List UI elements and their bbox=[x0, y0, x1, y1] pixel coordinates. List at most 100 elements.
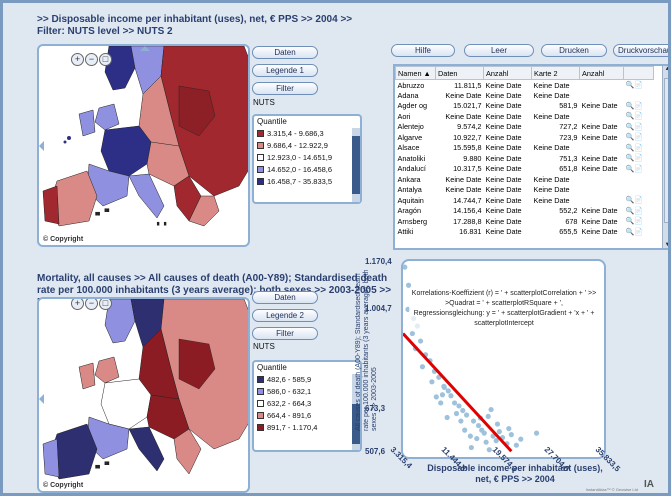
scatter-point[interactable] bbox=[486, 447, 492, 453]
legend-item[interactable]: 3.315,4 - 9.686,3 bbox=[254, 127, 360, 139]
scatter-point[interactable] bbox=[485, 413, 491, 419]
zoom-extent-icon[interactable]: □ bbox=[99, 299, 112, 310]
row-action-icons[interactable]: 🔍📄 bbox=[625, 218, 643, 226]
scatter-point[interactable] bbox=[533, 430, 540, 436]
legend-item[interactable]: 16.458,7 - 35.833,5 bbox=[254, 175, 360, 187]
table-row[interactable]: Antalya Keine Date Keine Date Keine Date bbox=[396, 185, 654, 196]
scatter-point[interactable] bbox=[441, 384, 447, 391]
legend-item[interactable]: 586,0 - 632,1 bbox=[254, 385, 360, 397]
scatter-point[interactable] bbox=[494, 421, 501, 427]
zoom-out-icon[interactable]: − bbox=[85, 299, 98, 310]
zoom-in-icon[interactable]: + bbox=[71, 299, 84, 310]
legend-item[interactable]: 664,4 - 891,6 bbox=[254, 409, 360, 421]
scatter-point[interactable] bbox=[483, 439, 489, 445]
scatter-point[interactable] bbox=[513, 442, 519, 448]
scatter-point[interactable] bbox=[458, 418, 464, 424]
scatter-point[interactable] bbox=[468, 444, 474, 451]
print-preview-button[interactable]: Druckvorschau bbox=[613, 44, 668, 57]
scatter-point[interactable] bbox=[488, 406, 494, 413]
scatter-point[interactable] bbox=[451, 400, 458, 406]
table-row[interactable]: Arnsberg 17.288,8 Keine Date 678 Keine Date 🔍… bbox=[396, 216, 654, 227]
table-row[interactable]: Aragón 14.156,4 Keine Date 552,2 Keine Date 🔍… bbox=[396, 206, 654, 217]
data-button-1[interactable]: Daten bbox=[252, 46, 318, 59]
row-action-icons[interactable]: 🔍📄 bbox=[625, 144, 643, 152]
scroll-down-icon[interactable]: ▼ bbox=[664, 242, 671, 248]
scroll-up-icon[interactable]: ▲ bbox=[664, 66, 671, 72]
row-action-icons[interactable]: 🔍📄 bbox=[625, 165, 643, 173]
row-action-icons[interactable]: 🔍📄 bbox=[625, 113, 643, 121]
row-action-icons[interactable]: 🔍📄 bbox=[625, 155, 643, 163]
column-header-names[interactable]: Namen ▲ bbox=[395, 66, 436, 80]
map-panel-2[interactable]: ▗▖▝▘ + − □ © Copyright bbox=[37, 297, 250, 493]
empty-button[interactable]: Leer bbox=[464, 44, 534, 57]
legend-item[interactable]: 12.923,0 - 14.651,9 bbox=[254, 151, 360, 163]
column-header-count2[interactable]: Anzahl bbox=[579, 66, 624, 80]
table-row[interactable]: Andalucí 10.317,5 Keine Date 651,8 Keine Dat… bbox=[396, 164, 654, 175]
row-action-icons[interactable]: 🔍📄 bbox=[625, 197, 643, 205]
scatter-point[interactable] bbox=[518, 436, 524, 442]
column-header-data[interactable]: Daten bbox=[435, 66, 484, 80]
column-header-count[interactable]: Anzahl bbox=[483, 66, 532, 80]
europe-map-1[interactable]: ▗▖▝▘ ▖▗ bbox=[39, 46, 250, 247]
scatter-point[interactable] bbox=[445, 388, 451, 394]
scatter-point[interactable] bbox=[462, 427, 468, 433]
scatter-point[interactable] bbox=[448, 393, 454, 399]
scatter-point[interactable] bbox=[463, 412, 470, 418]
legend-button-1[interactable]: Legende 1 bbox=[252, 64, 318, 77]
legend-button-2[interactable]: Legende 2 bbox=[252, 309, 318, 322]
scatter-point[interactable] bbox=[506, 425, 512, 432]
table-row[interactable]: Aori Keine Date Keine Date Keine Date 🔍📄 bbox=[396, 111, 654, 122]
scatter-point[interactable] bbox=[429, 379, 435, 385]
row-action-icons[interactable]: 🔍📄 bbox=[625, 134, 643, 142]
legend-item[interactable]: 891,7 - 1.170,4 bbox=[254, 421, 360, 433]
column-header-map2[interactable]: Karte 2 bbox=[531, 66, 580, 80]
row-action-icons[interactable]: 🔍📄 bbox=[625, 102, 643, 110]
table-row[interactable]: Adana Keine Date Keine Date Keine Date bbox=[396, 90, 654, 101]
table-row[interactable]: Algarve 10.922,7 Keine Date 723,9 Keine Date… bbox=[396, 132, 654, 143]
map-panel-1[interactable]: ▗▖▝▘ ▖▗ + − □ © Copyright bbox=[37, 44, 250, 247]
table-row[interactable]: Agder og 15.021,7 Keine Date 581,9 Keine Dat… bbox=[396, 101, 654, 112]
scatter-point[interactable] bbox=[456, 403, 462, 409]
scatter-point[interactable] bbox=[409, 330, 415, 337]
row-action-icons[interactable] bbox=[624, 185, 654, 196]
print-button[interactable]: Drucken bbox=[541, 44, 607, 57]
scatter-point[interactable] bbox=[467, 433, 473, 439]
legend-item[interactable]: 482,6 - 585,9 bbox=[254, 373, 360, 385]
scatter-point[interactable] bbox=[438, 400, 444, 406]
legend-item[interactable]: 632,2 - 664,3 bbox=[254, 397, 360, 409]
scatter-point[interactable] bbox=[417, 338, 424, 344]
row-action-icons[interactable]: 🔍📄 bbox=[625, 207, 643, 215]
scatter-point[interactable] bbox=[474, 435, 480, 442]
scatter-point[interactable] bbox=[460, 407, 466, 414]
legend-scrollbar-1[interactable] bbox=[352, 128, 360, 202]
table-row[interactable]: Ankara Keine Date Keine Date Keine Date bbox=[396, 174, 654, 185]
filter-button-1[interactable]: Filter bbox=[252, 82, 318, 95]
help-button[interactable]: Hilfe bbox=[391, 44, 455, 57]
filter-button-2[interactable]: Filter bbox=[252, 327, 318, 340]
table-row[interactable]: Alentejo 9.574,2 Keine Date 727,2 Keine Date… bbox=[396, 122, 654, 133]
scatter-point[interactable] bbox=[481, 430, 487, 436]
row-action-icons[interactable] bbox=[624, 174, 654, 185]
europe-map-2[interactable]: ▗▖▝▘ bbox=[39, 299, 250, 493]
scatter-point[interactable] bbox=[475, 422, 482, 429]
legend-scrollbar-2[interactable] bbox=[352, 374, 360, 450]
scatter-point[interactable] bbox=[419, 364, 426, 370]
scatter-point[interactable] bbox=[444, 414, 450, 421]
row-action-icons[interactable]: 🔍📄 bbox=[625, 82, 643, 89]
table-row[interactable]: Abruzzo 11.811,5 Keine Date Keine Date 🔍📄 bbox=[396, 80, 654, 91]
scatter-point[interactable] bbox=[405, 282, 412, 288]
scatter-point[interactable] bbox=[433, 394, 439, 400]
zoom-extent-icon[interactable]: □ bbox=[99, 53, 112, 66]
scatter-plot-panel[interactable]: Korrelations-Koeffizient (r) = ' + scatt… bbox=[401, 259, 606, 459]
row-action-icons[interactable]: 🔍📄 bbox=[625, 228, 643, 236]
scatter-point[interactable] bbox=[439, 392, 446, 398]
scatter-point[interactable] bbox=[470, 418, 477, 424]
scatter-point[interactable] bbox=[493, 438, 499, 444]
legend-item[interactable]: 14.652,0 - 16.458,6 bbox=[254, 163, 360, 175]
row-action-icons[interactable]: 🔍📄 bbox=[625, 123, 643, 131]
table-row[interactable]: Alsace 15.595,8 Keine Date Keine Date 🔍📄 bbox=[396, 143, 654, 154]
row-action-icons[interactable] bbox=[624, 90, 654, 101]
zoom-out-icon[interactable]: − bbox=[85, 53, 98, 66]
zoom-in-icon[interactable]: + bbox=[71, 53, 84, 66]
scatter-point[interactable] bbox=[403, 264, 408, 270]
